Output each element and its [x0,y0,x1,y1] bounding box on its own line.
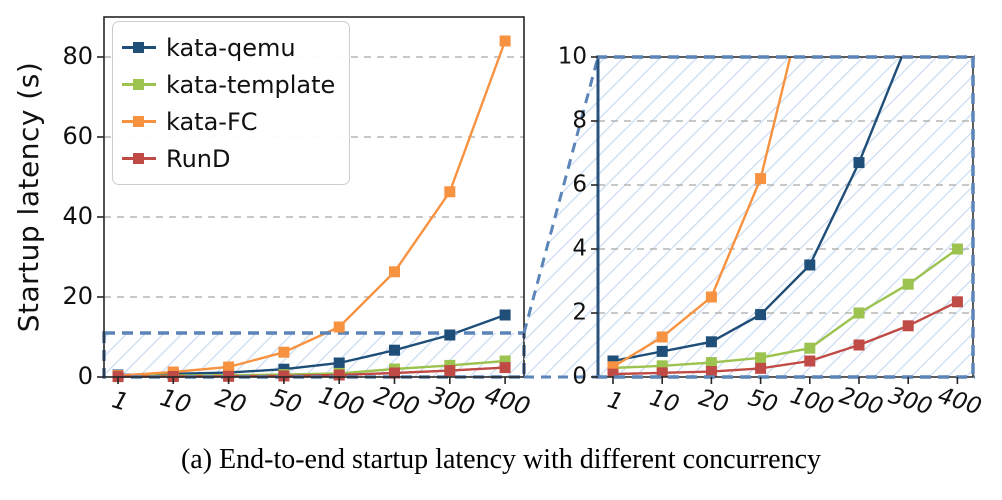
data-point-RunD [755,362,767,374]
legend-label: kata-qemu [166,33,296,62]
series-line-kata-FC [612,57,792,368]
y-tick-label: 4 [572,236,587,262]
data-point-kata-template [755,352,767,364]
data-point-kata-template [656,360,668,372]
x-tick-label: 10 [647,385,683,418]
y-tick-label: 0 [572,364,587,390]
data-point-RunD [444,365,456,377]
data-point-RunD [951,296,963,308]
legend-marker-kata-FC [122,115,156,129]
x-tick-label: 100 [787,383,837,421]
legend-item-kata-qemu: kata-qemu [122,29,335,66]
caption: (a) End-to-end startup latency with diff… [180,444,822,475]
y-tick-label: 8 [572,108,587,134]
x-tick-label: 20 [212,383,249,419]
legend-item-RunD: RunD [122,140,335,177]
right-panel-hatch [598,57,973,377]
y-tick-label: 80 [62,42,93,70]
y-tick-label: 20 [62,282,93,310]
x-tick-label: 300 [426,381,478,421]
data-point-kata-FC [444,186,456,198]
legend-marker-kata-qemu [122,41,156,55]
data-point-RunD [333,369,345,381]
x-tick-label: 100 [315,381,367,421]
data-point-kata-FC [607,361,619,373]
series-line-RunD [612,300,958,376]
data-point-RunD [656,367,668,377]
data-point-kata-template [705,357,717,369]
legend-label: RunD [166,144,231,173]
zoom-connector [522,56,600,379]
series-line-kata-template [612,248,959,370]
legend-item-kata-FC: kata-FC [122,103,335,140]
data-point-RunD [607,368,619,377]
y-tick-label: 60 [62,122,93,150]
y-tick-label: 10 [558,44,587,70]
connector-hatch [524,57,598,377]
data-point-kata-template [951,243,963,255]
legend-marker-RunD [122,152,156,166]
y-tick-label: 0 [78,362,93,390]
x-tick-label: 200 [371,381,423,421]
data-point-RunD [705,366,717,377]
data-point-kata-FC [223,361,235,373]
x-tick-label: 50 [745,385,781,418]
series-line-kata-qemu [612,57,904,363]
right-series-group [607,57,963,377]
data-point-kata-FC [755,173,767,185]
left-panel-frame [103,16,525,378]
data-point-RunD [853,339,865,351]
data-point-kata-template [853,307,865,319]
data-point-kata-qemu [656,345,668,357]
y-tick-label: 6 [572,172,587,198]
data-point-kata-qemu [333,357,345,369]
data-point-kata-qemu [804,259,816,271]
data-point-kata-FC [656,331,668,343]
series-line-kata-FC [117,40,507,377]
data-point-kata-FC [278,346,290,358]
data-point-kata-qemu [755,309,767,321]
data-point-RunD [902,320,914,332]
data-point-kata-FC [333,321,345,333]
data-point-kata-qemu [853,157,865,169]
data-point-RunD [389,367,400,379]
data-point-kata-qemu [444,329,456,341]
x-tick-label: 10 [157,383,194,419]
x-tick-label: 400 [935,383,985,421]
y-tick-label: 40 [62,202,93,230]
legend-marker-kata-template [122,78,156,92]
x-tick-label: 1 [604,387,626,416]
x-tick-label: 400 [481,381,533,421]
data-point-kata-template [902,278,914,290]
data-point-kata-qemu [705,336,717,348]
legend-label: kata-template [166,70,336,99]
connector-line-top [522,56,600,334]
y-tick-label: 2 [572,300,587,326]
x-tick-label: 200 [836,383,886,421]
x-tick-label: 20 [696,385,732,418]
data-point-kata-qemu [607,355,619,367]
data-point-kata-FC [389,266,400,278]
series-line-kata-qemu [117,313,506,377]
data-point-kata-template [499,355,511,367]
legend: kata-qemu kata-template kata-FC RunD [112,21,351,185]
legend-label: kata-FC [166,107,258,136]
x-tick-label: 300 [886,383,936,421]
data-point-kata-qemu [499,309,511,321]
data-point-kata-qemu [389,344,400,356]
data-point-RunD [499,362,511,374]
x-tick-label: 50 [267,383,304,419]
x-tick-label: 1 [109,385,132,416]
y-axis-label: Startup latency (s) [12,61,45,333]
data-point-RunD [804,355,816,367]
right-panel: 0 2 4 6 8 10 1 10 20 50 100 200 300 400 [558,44,985,421]
data-point-kata-template [804,342,816,354]
legend-item-kata-template: kata-template [122,66,335,103]
data-point-kata-FC [499,35,511,47]
data-point-RunD [278,370,290,382]
data-point-kata-FC [705,291,717,303]
